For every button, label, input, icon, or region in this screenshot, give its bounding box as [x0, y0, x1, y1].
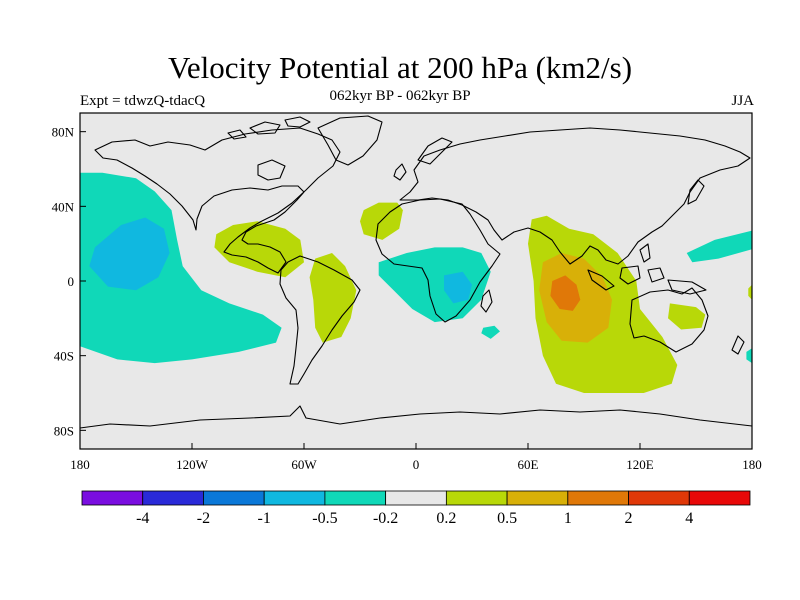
y-tick-label-1: 40N — [52, 199, 75, 214]
coast-eurasia — [399, 127, 751, 265]
experiment-label: Expt = tdwzQ-tdacQ — [80, 93, 206, 109]
contour-region-9 — [668, 303, 706, 330]
contour-region-6 — [444, 271, 472, 304]
coast-arctic-islands — [227, 116, 311, 140]
coast-australia — [629, 287, 709, 353]
colorbar-label-1: -2 — [197, 510, 210, 527]
coastlines — [80, 115, 752, 429]
contour-region-2 — [214, 221, 304, 278]
colorbar-swatch-1 — [142, 490, 204, 506]
season-label: JJA — [731, 93, 754, 109]
period-label: 062kyr BP - 062kyr BP — [329, 88, 471, 104]
contour-region-14 — [746, 348, 752, 364]
colorbar-label-2: -1 — [258, 510, 271, 527]
coast-new-zealand — [731, 335, 745, 355]
colorbar-label-6: 0.5 — [497, 510, 517, 527]
contour-regions — [80, 172, 752, 393]
coast-maritime-continent — [587, 243, 707, 295]
x-tick-label-6: 180 — [742, 457, 762, 472]
coast-north-america — [94, 127, 341, 274]
coast-scandinavia — [417, 137, 453, 165]
colorbar-label-4: -0.2 — [373, 510, 398, 527]
colorbar-label-7: 1 — [564, 510, 572, 527]
y-tick-label-0: 80N — [52, 125, 75, 140]
x-tick-label-5: 120E — [626, 457, 654, 472]
contour-region-12 — [686, 230, 752, 263]
coast-hudson-bay — [257, 159, 286, 181]
x-tick-label-1: 120W — [176, 457, 209, 472]
y-tick-label-4: 80S — [54, 423, 74, 438]
colorbar: -4 -2 -1 -0.5 -0.2 0.2 0.5 1 2 4 — [81, 490, 751, 527]
colorbar-label-8: 2 — [625, 510, 633, 527]
contour-region-1 — [89, 217, 170, 291]
coast-africa — [375, 198, 501, 323]
y-tick-label-3: 40S — [54, 349, 74, 364]
contour-region-0 — [80, 172, 282, 364]
coast-madagascar — [480, 289, 493, 313]
colorbar-swatch-2 — [203, 490, 265, 506]
x-tick-label-2: 60W — [291, 457, 317, 472]
colorbar-label-3: -0.5 — [312, 510, 337, 527]
coast-british-isles — [393, 163, 407, 181]
contour-region-7 — [481, 325, 500, 339]
colorbar-label-5: 0.2 — [436, 510, 456, 527]
colorbar-swatch-8 — [567, 490, 629, 506]
contour-region-13 — [80, 314, 92, 345]
colorbar-swatch-6 — [445, 490, 508, 506]
x-tick-label-4: 60E — [518, 457, 539, 472]
x-tick-label-3: 0 — [413, 457, 420, 472]
colorbar-swatch-10 — [688, 490, 751, 506]
coast-south-america — [279, 255, 361, 385]
colorbar-swatch-3 — [263, 490, 326, 506]
coast-greenland — [317, 115, 383, 166]
colorbar-swatch-0 — [81, 490, 144, 506]
y-tick-label-2: 0 — [68, 274, 75, 289]
colorbar-swatch-7 — [506, 490, 569, 506]
axis-ticks: 180 120W 60W 0 60E 120E 180 80N 40N 0 40S 80S — [52, 125, 762, 472]
contour-region-15 — [748, 284, 752, 300]
coast-antarctica — [80, 405, 752, 429]
colorbar-swatch-5 — [385, 490, 447, 506]
contour-region-11 — [550, 275, 581, 311]
colorbar-swatch-9 — [628, 490, 690, 506]
x-tick-label-0: 180 — [70, 457, 90, 472]
chart-title: Velocity Potential at 200 hPa (km2/s) — [167, 50, 633, 85]
colorbar-label-9: 4 — [685, 510, 693, 527]
coast-japan — [687, 179, 705, 205]
colorbar-swatch-4 — [324, 490, 387, 506]
colorbar-label-0: -4 — [136, 510, 149, 527]
